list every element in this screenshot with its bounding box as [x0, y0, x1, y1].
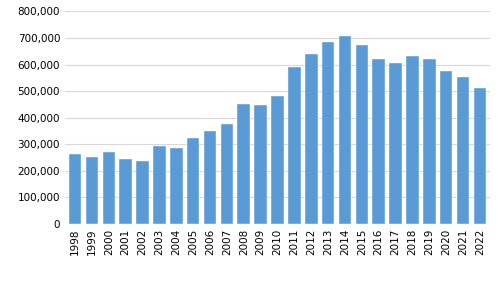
Bar — [288, 67, 300, 224]
Bar — [423, 59, 436, 224]
Bar — [136, 162, 149, 224]
Bar — [254, 105, 267, 224]
Bar — [338, 36, 351, 224]
Bar — [271, 96, 284, 224]
Bar — [406, 56, 418, 224]
Bar — [220, 124, 233, 224]
Bar — [456, 77, 469, 224]
Bar — [153, 146, 166, 224]
Bar — [238, 104, 250, 224]
Bar — [322, 42, 334, 224]
Bar — [389, 63, 402, 224]
Bar — [204, 131, 216, 224]
Bar — [69, 154, 82, 224]
Bar — [86, 158, 98, 224]
Bar — [356, 45, 368, 224]
Bar — [305, 55, 318, 224]
Bar — [120, 159, 132, 224]
Bar — [170, 148, 182, 224]
Bar — [187, 138, 200, 224]
Bar — [372, 59, 385, 224]
Bar — [102, 152, 115, 224]
Bar — [474, 88, 486, 224]
Bar — [440, 71, 452, 224]
